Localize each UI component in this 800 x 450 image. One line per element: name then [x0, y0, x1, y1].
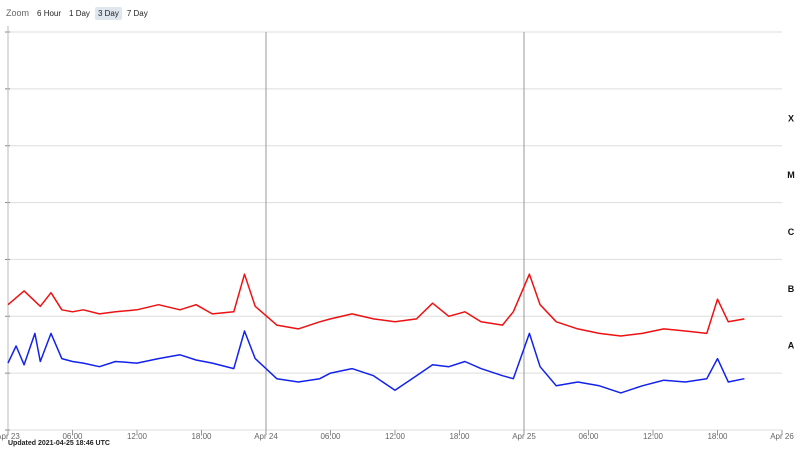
- flare-class-label: M: [787, 170, 795, 180]
- x-tick-label: Apr 26: [770, 432, 794, 441]
- x-tick-label: 18:00: [191, 432, 212, 441]
- flare-class-label: C: [788, 227, 795, 237]
- x-tick-label: 06:00: [578, 432, 599, 441]
- x-tick-label: Apr 24: [254, 432, 278, 441]
- zoom-7-day-button[interactable]: 7 Day: [126, 8, 148, 18]
- day-boundary-lines: [265, 32, 525, 430]
- zoom-bar: Zoom 6 Hour 1 Day 3 Day 7 Day: [6, 5, 153, 21]
- series-group: [7, 273, 745, 394]
- series-line-0: [7, 273, 745, 337]
- series-line-1: [7, 330, 745, 394]
- flare-class-label: X: [788, 113, 794, 123]
- updated-timestamp: Updated 2021-04-25 18:46 UTC: [8, 440, 110, 447]
- flare-class-label: A: [788, 341, 795, 351]
- zoom-6-hour-button[interactable]: 6 Hour: [37, 8, 62, 18]
- x-axis-ticks: Apr 23 06:00 12:00 18:00 Apr 24 06:00 12:00 18:…: [0, 430, 794, 441]
- x-tick-label: 18:00: [449, 432, 470, 441]
- x-tick-label: Apr 25: [512, 432, 536, 441]
- zoom-1-day-button[interactable]: 1 Day: [69, 8, 90, 18]
- x-tick-label: 18:00: [707, 432, 728, 441]
- x-tick-label: Apr 23: [0, 432, 20, 441]
- x-tick-label: 12:00: [385, 432, 406, 441]
- x-tick-label: 06:00: [62, 432, 83, 441]
- x-tick-label: 12:00: [127, 432, 148, 441]
- zoom-label: Zoom: [6, 8, 30, 18]
- x-tick-label: 06:00: [320, 432, 341, 441]
- x-tick-label: 12:00: [643, 432, 664, 441]
- flare-class-label: B: [788, 284, 795, 294]
- flare-class-labels: X M C B A: [787, 113, 795, 350]
- grid-lines: [5, 26, 782, 431]
- zoom-3-day-button[interactable]: 3 Day: [94, 6, 122, 20]
